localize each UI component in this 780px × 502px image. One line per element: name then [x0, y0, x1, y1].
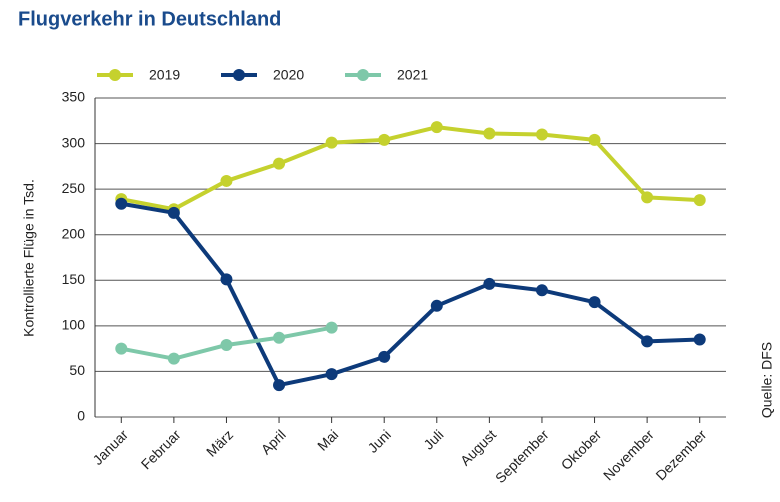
y-tick-label: 150	[62, 271, 86, 287]
legend-marker	[109, 69, 121, 81]
y-axis-label: Kontrollierte Flüge in Tsd.	[21, 179, 37, 337]
x-tick-label: Januar	[89, 426, 131, 468]
data-point	[167, 352, 180, 365]
y-tick-label: 100	[62, 317, 86, 333]
y-tick-label: 0	[77, 408, 85, 424]
x-tick-label: Februar	[138, 426, 184, 472]
data-point	[167, 206, 180, 219]
source: Quelle: DFS	[759, 342, 775, 418]
x-tick-label: April	[258, 426, 289, 457]
data-point	[273, 379, 286, 392]
legend-label: 2019	[149, 67, 180, 83]
data-point	[220, 174, 233, 187]
data-point	[115, 342, 128, 355]
legend-marker	[357, 69, 369, 81]
legend-label: 2020	[273, 67, 304, 83]
x-tick-label: Juli	[420, 426, 446, 452]
data-point	[273, 157, 286, 170]
data-point	[693, 333, 706, 346]
data-point	[693, 194, 706, 207]
legend-marker	[233, 69, 245, 81]
series-line	[120, 201, 700, 388]
data-point	[273, 331, 286, 344]
data-point	[430, 121, 443, 134]
x-tick-label: Juni	[364, 426, 393, 455]
data-point	[325, 368, 338, 381]
data-point	[115, 197, 128, 210]
data-point	[588, 296, 601, 309]
data-point	[641, 335, 654, 348]
y-tick-label: 350	[62, 89, 86, 105]
data-point	[588, 133, 601, 146]
data-point	[378, 133, 391, 146]
x-tick-label: Dezember	[652, 426, 709, 483]
y-tick-label: 200	[62, 225, 86, 241]
x-tick-label: Mai	[314, 426, 341, 453]
data-point	[535, 284, 548, 297]
chart-title: Flugverkehr in Deutschland	[18, 8, 281, 30]
data-point	[483, 127, 496, 140]
x-tick-label: Oktober	[558, 426, 605, 473]
x-tick-label: September	[492, 426, 552, 486]
data-point	[325, 321, 338, 334]
data-point	[430, 299, 443, 312]
y-tick-label: 300	[62, 134, 86, 150]
x-tick-label: März	[203, 426, 236, 459]
x-tick-label: August	[457, 426, 499, 468]
y-tick-label: 250	[62, 180, 86, 196]
data-point	[378, 350, 391, 363]
data-point	[220, 273, 233, 286]
data-point	[220, 338, 233, 351]
series-line	[120, 125, 700, 212]
y-tick-label: 50	[69, 362, 85, 378]
x-tick-label: November	[600, 426, 657, 483]
data-point	[325, 136, 338, 149]
legend-label: 2021	[397, 67, 428, 83]
data-point	[483, 277, 496, 290]
data-point	[641, 191, 654, 204]
data-point	[535, 128, 548, 141]
